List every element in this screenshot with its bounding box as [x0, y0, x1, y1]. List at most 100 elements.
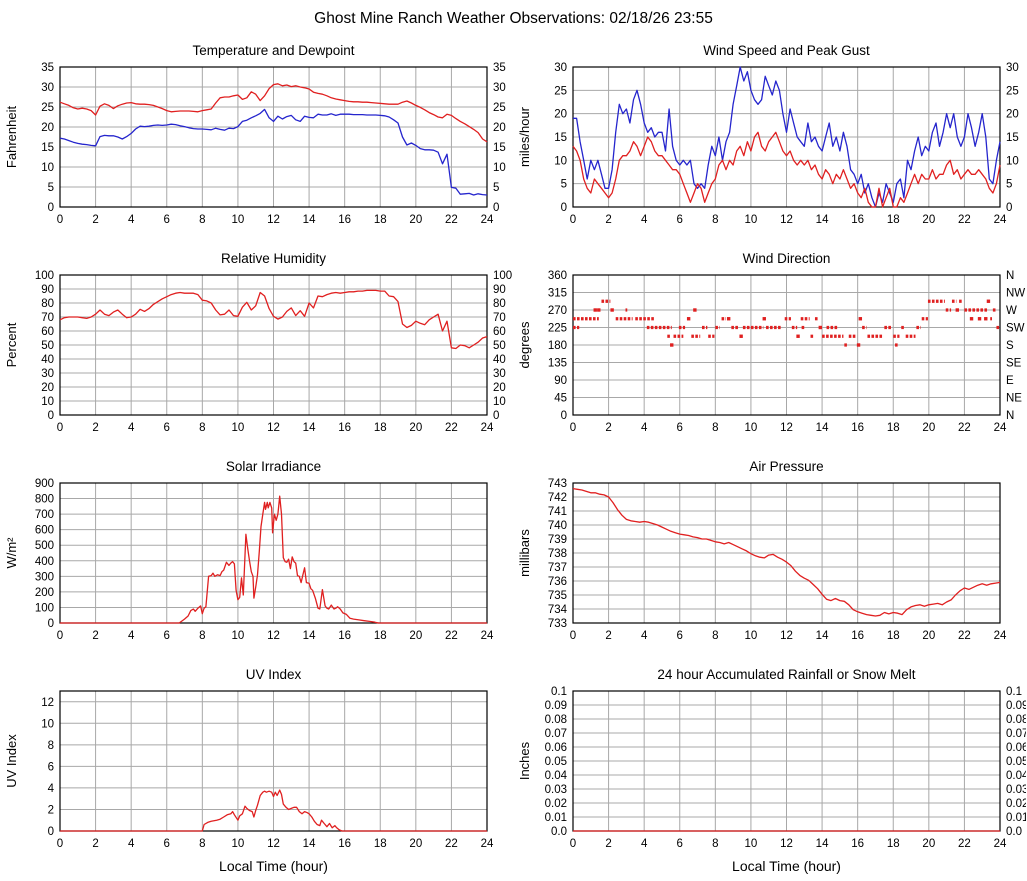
svg-text:20: 20: [1006, 109, 1019, 121]
svg-text:16: 16: [851, 838, 864, 850]
svg-text:8: 8: [199, 214, 205, 226]
svg-text:30: 30: [41, 368, 54, 380]
svg-text:4: 4: [641, 838, 648, 850]
page-title: Ghost Mine Ranch Weather Observations: 0…: [314, 10, 713, 27]
y-axis-label: W/m²: [4, 537, 19, 569]
svg-text:0: 0: [561, 410, 567, 422]
svg-text:0.09: 0.09: [545, 700, 567, 712]
svg-text:18: 18: [374, 630, 387, 642]
svg-text:736: 736: [548, 576, 567, 588]
svg-text:4: 4: [641, 422, 648, 434]
svg-text:600: 600: [35, 525, 54, 537]
svg-text:22: 22: [958, 838, 971, 850]
svg-text:30: 30: [41, 82, 54, 94]
svg-text:20: 20: [922, 630, 935, 642]
svg-text:0: 0: [493, 410, 499, 422]
chart-title: Wind Direction: [743, 251, 831, 266]
svg-text:22: 22: [958, 630, 971, 642]
svg-text:NE: NE: [1006, 393, 1022, 405]
svg-text:20: 20: [409, 630, 422, 642]
svg-text:0.03: 0.03: [545, 784, 567, 796]
svg-text:10: 10: [232, 422, 245, 434]
svg-text:0.0: 0.0: [551, 826, 567, 838]
svg-text:500: 500: [35, 540, 54, 552]
svg-text:22: 22: [958, 214, 971, 226]
y-axis-label: Inches: [517, 741, 532, 780]
chart-temperature-dewpoint: Temperature and Dewpoint 0 5 10 15 20 25 30 35 0 5…: [0, 37, 513, 245]
svg-text:SW: SW: [1006, 323, 1025, 335]
svg-text:8: 8: [199, 838, 205, 850]
svg-text:16: 16: [851, 214, 864, 226]
svg-text:0: 0: [57, 422, 63, 434]
svg-text:N: N: [1006, 270, 1014, 282]
svg-text:22: 22: [445, 214, 458, 226]
svg-text:20: 20: [554, 109, 567, 121]
svg-text:742: 742: [548, 492, 567, 504]
svg-text:0: 0: [57, 838, 63, 850]
svg-text:100: 100: [35, 270, 54, 282]
svg-text:10: 10: [232, 214, 245, 226]
svg-text:4: 4: [128, 838, 135, 850]
svg-text:15: 15: [41, 142, 54, 154]
svg-text:35: 35: [41, 62, 54, 74]
svg-text:8: 8: [48, 740, 54, 752]
y-axis-label: Fahrenheit: [4, 106, 19, 169]
svg-text:30: 30: [493, 82, 506, 94]
svg-text:0.07: 0.07: [545, 728, 567, 740]
svg-text:5: 5: [48, 182, 54, 194]
svg-text:24: 24: [994, 214, 1007, 226]
svg-text:0.02: 0.02: [545, 798, 567, 810]
svg-text:0.06: 0.06: [545, 742, 567, 754]
svg-text:737: 737: [548, 562, 567, 574]
svg-text:743: 743: [548, 478, 567, 490]
svg-text:0: 0: [570, 838, 576, 850]
svg-text:4: 4: [128, 630, 135, 642]
svg-text:740: 740: [548, 520, 567, 532]
svg-text:20: 20: [922, 214, 935, 226]
svg-text:10: 10: [232, 838, 245, 850]
svg-text:N: N: [1006, 410, 1014, 422]
svg-text:0.01: 0.01: [545, 812, 567, 824]
chart-canvas: 24 hour Accumulated Rainfall or Snow Mel…: [517, 667, 1027, 874]
svg-text:5: 5: [561, 179, 567, 191]
svg-text:738: 738: [548, 548, 567, 560]
svg-text:734: 734: [548, 604, 568, 616]
svg-text:20: 20: [493, 382, 506, 394]
svg-text:0.05: 0.05: [1006, 756, 1026, 768]
svg-text:4: 4: [128, 422, 135, 434]
svg-text:0.03: 0.03: [1006, 784, 1026, 796]
svg-text:6: 6: [164, 630, 170, 642]
svg-text:10: 10: [554, 155, 567, 167]
svg-text:12: 12: [267, 214, 280, 226]
svg-text:10: 10: [41, 162, 54, 174]
svg-text:15: 15: [554, 132, 567, 144]
svg-text:14: 14: [303, 422, 316, 434]
chart-title: Wind Speed and Peak Gust: [703, 43, 870, 58]
svg-text:W: W: [1006, 305, 1017, 317]
svg-text:0.09: 0.09: [1006, 700, 1026, 712]
svg-text:80: 80: [493, 298, 506, 310]
svg-text:16: 16: [851, 630, 864, 642]
svg-text:0.05: 0.05: [545, 756, 567, 768]
svg-text:NW: NW: [1006, 288, 1025, 300]
svg-text:50: 50: [493, 340, 506, 352]
svg-text:90: 90: [41, 284, 54, 296]
svg-text:0: 0: [57, 630, 63, 642]
chart-title: 24 hour Accumulated Rainfall or Snow Mel…: [657, 667, 915, 682]
svg-text:5: 5: [1006, 179, 1012, 191]
svg-text:2: 2: [605, 214, 611, 226]
svg-text:2: 2: [605, 630, 611, 642]
svg-text:4: 4: [641, 214, 648, 226]
svg-text:16: 16: [338, 422, 351, 434]
chart-canvas: Air Pressure 733 734 735 736 737 738 739 740 741 7…: [517, 459, 1007, 642]
svg-text:22: 22: [445, 630, 458, 642]
svg-text:6: 6: [164, 214, 170, 226]
svg-text:18: 18: [374, 214, 387, 226]
svg-text:14: 14: [816, 214, 829, 226]
svg-text:2: 2: [48, 804, 54, 816]
svg-text:45: 45: [554, 393, 567, 405]
svg-text:18: 18: [374, 838, 387, 850]
svg-text:12: 12: [780, 838, 793, 850]
svg-text:16: 16: [338, 838, 351, 850]
svg-text:0: 0: [57, 214, 63, 226]
